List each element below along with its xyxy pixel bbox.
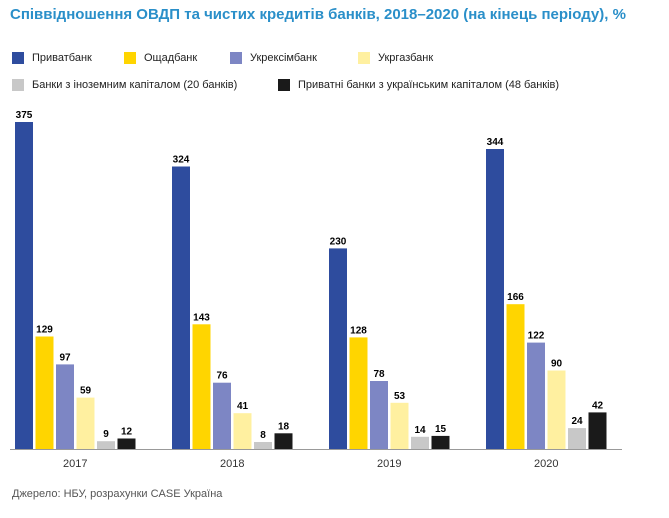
bar-2020-series-4 — [568, 428, 586, 449]
bar-2017-series-4 — [97, 441, 115, 449]
bar-2019-series-2 — [370, 381, 388, 449]
data-label-2017-series-3: 59 — [80, 386, 92, 397]
bar-2018-series-4 — [254, 442, 272, 449]
data-label-2020-series-5: 42 — [592, 400, 604, 411]
legend-swatch-foreign-banks — [12, 79, 24, 91]
data-label-2019-series-2: 78 — [373, 369, 385, 380]
data-label-2018-series-5: 18 — [278, 421, 290, 432]
x-tick-label-2019: 2019 — [377, 458, 401, 470]
legend-item-ukreximbank: Укрексімбанк — [230, 52, 317, 64]
data-label-2020-series-1: 166 — [507, 292, 524, 303]
data-label-2020-series-2: 122 — [528, 331, 545, 342]
legend-swatch-ukreximbank — [230, 52, 242, 64]
data-label-2019-series-4: 14 — [414, 425, 426, 436]
chart-title: Співвідношення ОВДП та чистих кредитів б… — [10, 6, 626, 23]
data-label-2017-series-0: 375 — [16, 110, 33, 121]
bar-2017-series-2 — [56, 364, 74, 449]
data-label-2019-series-1: 128 — [350, 325, 367, 336]
bar-2017-series-0 — [15, 122, 33, 449]
legend-label-privatbank: Приватбанк — [32, 52, 92, 64]
source-note: Джерело: НБУ, розрахунки CASE Україна — [12, 488, 223, 500]
legend-item-ukrgasbank: Укргазбанк — [358, 52, 433, 64]
data-label-2018-series-4: 8 — [260, 430, 266, 441]
legend-item-foreign-banks: Банки з іноземним капіталом (20 банків) — [12, 79, 237, 91]
x-tick-label-2018: 2018 — [220, 458, 244, 470]
legend-swatch-privatbank — [12, 52, 24, 64]
bar-2020-series-0 — [486, 149, 504, 449]
data-label-2018-series-0: 324 — [173, 155, 190, 166]
data-label-2020-series-3: 90 — [551, 359, 563, 370]
data-label-2017-series-1: 129 — [36, 325, 53, 336]
bar-2019-series-5 — [431, 435, 450, 449]
legend-swatch-private-ukrainian-banks — [278, 79, 290, 91]
bar-2018-series-5 — [274, 433, 293, 449]
data-label-2019-series-3: 53 — [394, 391, 406, 402]
x-tick-label-2017: 2017 — [63, 458, 87, 470]
legend-label-oschadbank: Ощадбанк — [144, 52, 198, 64]
bar-2018-series-3 — [233, 413, 252, 449]
legend-label-ukreximbank: Укрексімбанк — [250, 52, 317, 64]
bar-2019-series-0 — [329, 248, 347, 449]
bar-2020-series-5 — [588, 412, 607, 449]
bar-2018-series-2 — [213, 382, 231, 449]
legend-label-ukrgasbank: Укргазбанк — [378, 52, 434, 64]
data-label-2020-series-0: 344 — [487, 137, 504, 148]
data-label-2019-series-5: 15 — [435, 424, 447, 435]
x-tick-label-2020: 2020 — [534, 458, 558, 470]
bar-2019-series-4 — [411, 436, 429, 449]
bar-2019-series-1 — [349, 337, 368, 449]
data-label-2018-series-2: 76 — [216, 371, 228, 382]
data-label-2018-series-3: 41 — [237, 401, 249, 412]
bar-2020-series-1 — [506, 304, 525, 449]
bar-2017-series-1 — [35, 336, 54, 449]
bar-2020-series-2 — [527, 342, 545, 449]
data-label-2020-series-4: 24 — [571, 416, 583, 427]
legend-swatch-ukrgasbank — [358, 52, 370, 64]
legend-label-private-ukrainian-banks: Приватні банки з українським капіталом (… — [298, 79, 560, 91]
legend-label-foreign-banks: Банки з іноземним капіталом (20 банків) — [32, 79, 238, 91]
bar-2018-series-1 — [192, 324, 211, 449]
bar-2018-series-0 — [172, 166, 190, 449]
data-label-2017-series-4: 9 — [103, 429, 109, 440]
legend-swatch-oschadbank — [124, 52, 136, 64]
legend-item-privatbank: Приватбанк — [12, 52, 92, 64]
data-label-2018-series-1: 143 — [193, 312, 210, 323]
data-label-2017-series-5: 12 — [121, 427, 133, 438]
data-label-2019-series-0: 230 — [330, 236, 347, 247]
data-label-2017-series-2: 97 — [59, 352, 71, 363]
legend-item-oschadbank: Ощадбанк — [124, 52, 197, 64]
bar-2019-series-3 — [390, 402, 409, 449]
legend-item-private-ukrainian-banks: Приватні банки з українським капіталом (… — [278, 79, 559, 91]
bar-2017-series-5 — [117, 438, 136, 449]
bar-2020-series-3 — [547, 370, 566, 449]
bar-2017-series-3 — [76, 397, 95, 449]
